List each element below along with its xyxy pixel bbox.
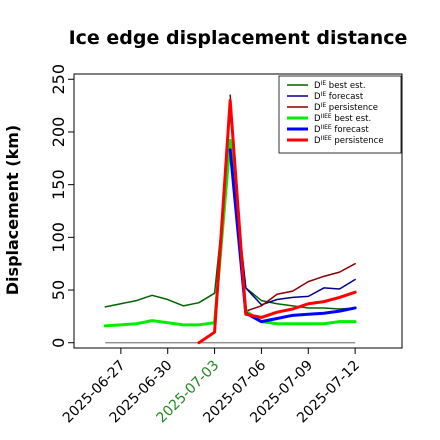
legend-label: DIIEE best est. (314, 113, 371, 124)
chart-title: Ice edge displacement distance (69, 27, 408, 49)
series-line-3 (229, 94, 356, 312)
y-tick-label: 150 (49, 169, 68, 200)
series-line-5 (228, 148, 357, 324)
y-tick-label: 250 (49, 64, 68, 95)
series-line-2 (229, 147, 356, 306)
y-tick-label: 0 (49, 338, 68, 348)
series-line-6 (197, 98, 357, 345)
legend-label: DIE best est. (314, 80, 366, 91)
y-tick-label: 100 (49, 222, 68, 253)
legend-label: DIE forecast (314, 91, 364, 102)
legend-label: DIIEE persistence (314, 135, 384, 146)
y-tick-label: 200 (49, 117, 68, 148)
y-tick-label: 50 (49, 280, 68, 300)
series-line-4 (103, 138, 357, 328)
y-axis-label: Displacement (km) (3, 125, 22, 295)
legend-label: DIE persistence (314, 102, 378, 113)
plot-frame (73, 73, 403, 349)
legend-label: DIIEE forecast (314, 124, 369, 135)
series-line-1 (104, 141, 356, 310)
